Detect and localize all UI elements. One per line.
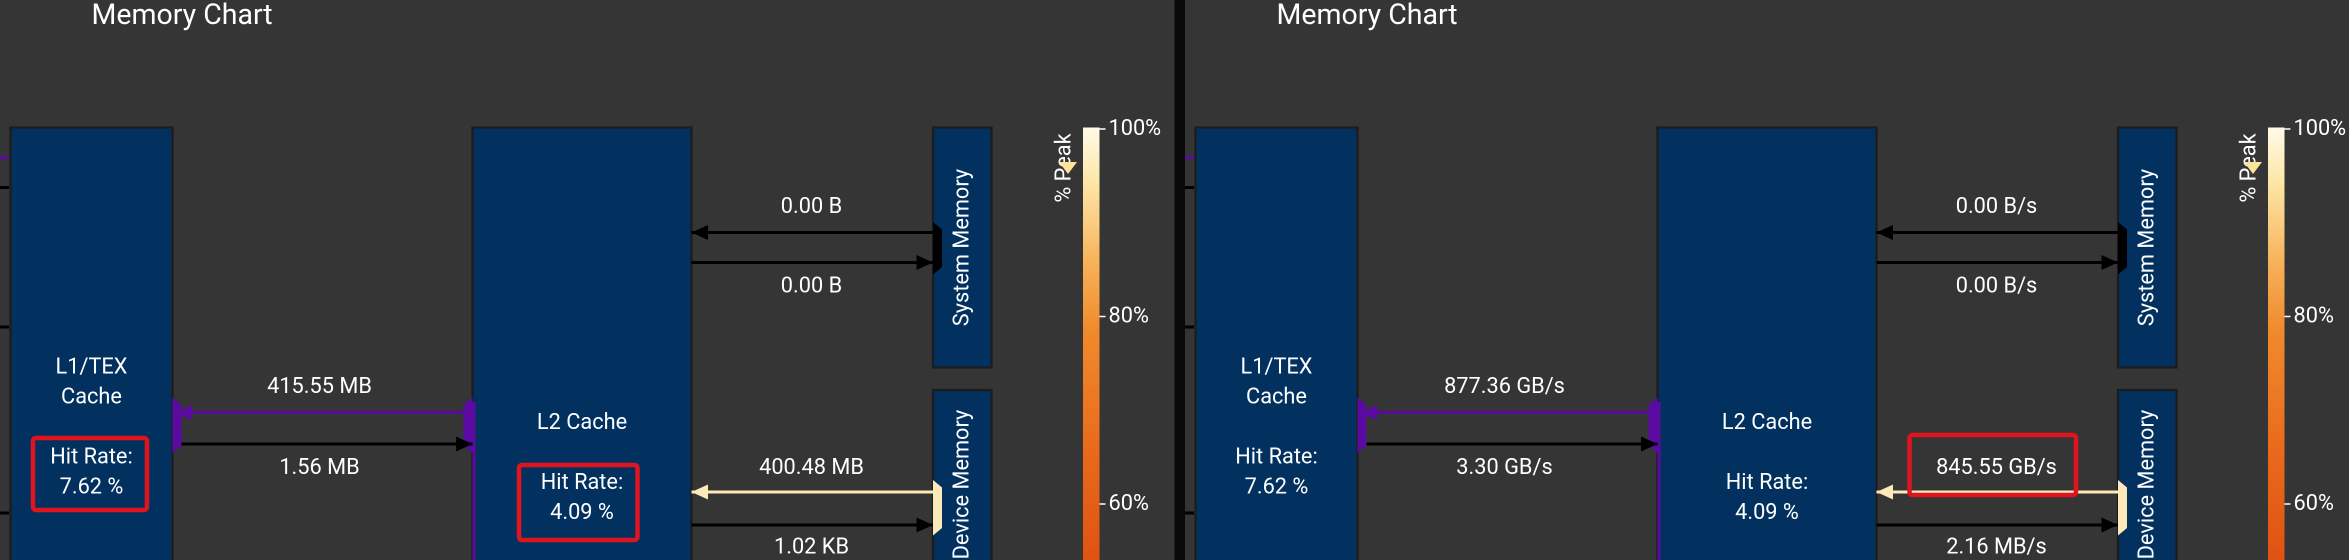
l1-label: Cache xyxy=(1246,384,1307,409)
l1-hit-rate: 7.62 % xyxy=(1245,474,1309,499)
l1-hit-rate-label: Hit Rate: xyxy=(50,444,132,469)
panel-title: Memory Chart xyxy=(1277,0,1458,31)
highlight-box xyxy=(1907,432,2079,498)
dev-in-label: 400.48 MB xyxy=(759,455,864,480)
l2-port xyxy=(1648,397,1658,454)
l1-l2-down-label: 1.56 MB xyxy=(279,455,359,480)
legend-tick-label: 60% xyxy=(1109,491,1149,516)
l1-cache-box xyxy=(1194,126,1359,560)
divider xyxy=(1174,0,1185,560)
device-memory-label: Device Memory xyxy=(2135,409,2160,559)
l2-hit-rate-label: Hit Rate: xyxy=(541,470,623,495)
l1-label: Cache xyxy=(61,384,122,409)
highlight-box xyxy=(516,462,640,543)
l2-hit-rate-label: Hit Rate: xyxy=(1726,470,1808,495)
device-memory-box xyxy=(931,388,993,560)
l2-hit-rate: 4.09 % xyxy=(1735,500,1799,525)
legend-gradient xyxy=(2268,127,2285,560)
l1-hit-rate-label: Hit Rate: xyxy=(1235,444,1317,469)
memory-chart-panel: Memory Chart L1/TEX Cache Hit Rate: 7.62 % L2… xyxy=(1185,0,2346,560)
l2-hit-rate: 4.09 % xyxy=(550,500,614,525)
legend-tick-label: 80% xyxy=(2294,303,2334,328)
sys-out-arrow-head xyxy=(2101,255,2118,271)
sys-in-label: 0.00 B/s xyxy=(1956,194,2038,219)
l1-l2-down-arrow-head xyxy=(456,436,473,452)
dev-out-arrow-head xyxy=(2101,517,2118,533)
dev-out-label: 1.02 KB xyxy=(774,534,849,559)
l1-label: L1/TEX xyxy=(1241,354,1313,379)
legend-tick-label: 80% xyxy=(1109,303,1149,328)
sys-in-arrow-head xyxy=(1876,225,1893,241)
sys-in-arrow-head xyxy=(691,225,708,241)
legend-gradient xyxy=(1083,127,1100,560)
l1-l2-up-arrow-head xyxy=(175,405,192,421)
legend-tick-label: 60% xyxy=(2294,491,2334,516)
l2-cache-box xyxy=(471,126,693,560)
system-port xyxy=(2118,222,2127,275)
legend-marker xyxy=(1059,162,1077,175)
l1-l2-up-label: 415.55 MB xyxy=(267,374,372,399)
dev-out-arrow-head xyxy=(916,517,933,533)
device-memory-label: Device Memory xyxy=(950,409,975,559)
legend-tick-label: 100% xyxy=(1109,116,1162,141)
memory-chart-panel: Memory Chart L1/TEX Cache Hit Rate: 7.62 % L2… xyxy=(0,0,1161,560)
legend-tick-label: 100% xyxy=(2294,116,2347,141)
legend-marker xyxy=(2244,162,2262,175)
dev-out-label: 2.16 MB/s xyxy=(1946,534,2047,559)
system-memory-box xyxy=(2116,126,2178,369)
l1-port xyxy=(1357,397,1367,454)
l2-label: L2 Cache xyxy=(537,410,627,435)
l1-port xyxy=(172,397,182,454)
sys-out-label: 0.00 B xyxy=(781,273,842,298)
system-memory-box xyxy=(931,126,993,369)
l2-label: L2 Cache xyxy=(1722,410,1812,435)
l1-l2-up-label: 877.36 GB/s xyxy=(1444,374,1565,399)
dev-in-arrow-head xyxy=(1876,484,1893,500)
panel-title: Memory Chart xyxy=(92,0,273,31)
l1-l2-up-arrow-head xyxy=(1360,405,1377,421)
l1-hit-rate: 7.62 % xyxy=(60,474,124,499)
device-port xyxy=(933,480,942,536)
system-memory-label: System Memory xyxy=(2135,168,2160,326)
l1-label: L1/TEX xyxy=(56,354,128,379)
l1-l2-down-arrow-head xyxy=(1641,436,1658,452)
l2-port xyxy=(463,397,473,454)
highlight-box xyxy=(30,435,150,513)
l2-cache-box xyxy=(1656,126,1878,560)
sys-out-label: 0.00 B/s xyxy=(1956,273,2038,298)
system-port xyxy=(933,222,942,275)
dev-in-arrow-head xyxy=(691,484,708,500)
dev-in-label: 845.55 GB/s xyxy=(1936,455,2057,480)
device-port xyxy=(2118,480,2127,536)
l1-l2-down-label: 3.30 GB/s xyxy=(1456,455,1552,480)
sys-in-label: 0.00 B xyxy=(781,194,842,219)
system-memory-label: System Memory xyxy=(950,168,975,326)
device-memory-box xyxy=(2116,388,2178,560)
sys-out-arrow-head xyxy=(916,255,933,271)
